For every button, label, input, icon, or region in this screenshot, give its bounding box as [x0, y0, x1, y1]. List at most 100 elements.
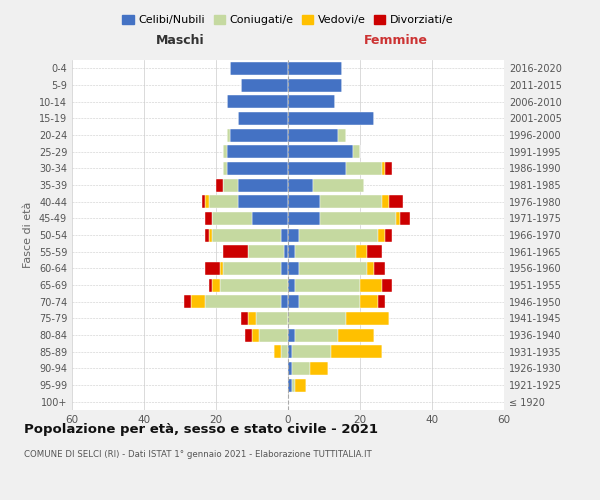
Bar [320, 195, 382, 208]
Bar [223, 245, 248, 258]
Bar [241, 78, 288, 92]
Legend: Celibi/Nubili, Coniugati/e, Vedovi/e, Divorziati/e: Celibi/Nubili, Coniugati/e, Vedovi/e, Di… [118, 10, 458, 30]
Bar [220, 278, 288, 291]
Bar [295, 378, 306, 392]
Bar [256, 312, 288, 325]
Bar [205, 195, 209, 208]
Bar [241, 312, 248, 325]
Bar [245, 328, 252, 342]
Bar [288, 278, 295, 291]
Bar [274, 345, 281, 358]
Bar [360, 295, 378, 308]
Bar [288, 128, 338, 141]
Bar [288, 295, 299, 308]
Bar [346, 162, 382, 175]
Bar [238, 195, 288, 208]
Bar [292, 345, 331, 358]
Bar [292, 362, 310, 375]
Bar [212, 212, 252, 225]
Bar [284, 245, 288, 258]
Bar [295, 245, 356, 258]
Bar [230, 128, 288, 141]
Bar [205, 295, 281, 308]
Bar [385, 228, 392, 241]
Bar [281, 295, 288, 308]
Bar [212, 228, 281, 241]
Bar [299, 295, 360, 308]
Bar [281, 345, 288, 358]
Bar [248, 245, 284, 258]
Bar [230, 62, 288, 75]
Bar [353, 145, 360, 158]
Bar [400, 212, 410, 225]
Bar [209, 195, 238, 208]
Bar [382, 195, 389, 208]
Bar [288, 212, 320, 225]
Bar [223, 145, 227, 158]
Bar [374, 262, 385, 275]
Bar [299, 228, 378, 241]
Bar [227, 145, 288, 158]
Bar [382, 162, 385, 175]
Bar [259, 328, 288, 342]
Bar [310, 362, 328, 375]
Bar [205, 228, 209, 241]
Bar [360, 278, 382, 291]
Bar [202, 195, 205, 208]
Bar [281, 262, 288, 275]
Bar [227, 162, 288, 175]
Bar [367, 245, 382, 258]
Bar [281, 228, 288, 241]
Bar [227, 128, 230, 141]
Bar [288, 312, 346, 325]
Bar [288, 145, 353, 158]
Bar [288, 62, 342, 75]
Bar [288, 328, 295, 342]
Bar [385, 162, 392, 175]
Bar [288, 362, 292, 375]
Bar [378, 295, 385, 308]
Bar [367, 262, 374, 275]
Bar [338, 328, 374, 342]
Bar [205, 212, 212, 225]
Bar [220, 262, 223, 275]
Bar [288, 95, 335, 108]
Bar [288, 112, 374, 125]
Bar [288, 195, 320, 208]
Bar [331, 345, 382, 358]
Bar [212, 278, 220, 291]
Bar [184, 295, 191, 308]
Bar [209, 228, 212, 241]
Bar [288, 378, 292, 392]
Bar [248, 312, 256, 325]
Bar [288, 245, 295, 258]
Bar [338, 128, 346, 141]
Text: Popolazione per età, sesso e stato civile - 2021: Popolazione per età, sesso e stato civil… [24, 422, 378, 436]
Bar [223, 178, 238, 192]
Bar [288, 162, 346, 175]
Bar [295, 328, 338, 342]
Bar [320, 212, 396, 225]
Bar [252, 212, 288, 225]
Bar [288, 262, 299, 275]
Bar [288, 178, 313, 192]
Bar [396, 212, 400, 225]
Text: Maschi: Maschi [155, 34, 205, 46]
Text: COMUNE DI SELCI (RI) - Dati ISTAT 1° gennaio 2021 - Elaborazione TUTTITALIA.IT: COMUNE DI SELCI (RI) - Dati ISTAT 1° gen… [24, 450, 372, 459]
Text: Femmine: Femmine [364, 34, 428, 46]
Bar [288, 228, 299, 241]
Bar [223, 262, 281, 275]
Bar [205, 262, 220, 275]
Bar [252, 328, 259, 342]
Bar [191, 295, 205, 308]
Y-axis label: Fasce di età: Fasce di età [23, 202, 33, 268]
Bar [346, 312, 389, 325]
Bar [288, 78, 342, 92]
Bar [292, 378, 295, 392]
Bar [313, 178, 364, 192]
Bar [378, 228, 385, 241]
Bar [216, 178, 223, 192]
Bar [389, 195, 403, 208]
Bar [227, 95, 288, 108]
Bar [288, 345, 292, 358]
